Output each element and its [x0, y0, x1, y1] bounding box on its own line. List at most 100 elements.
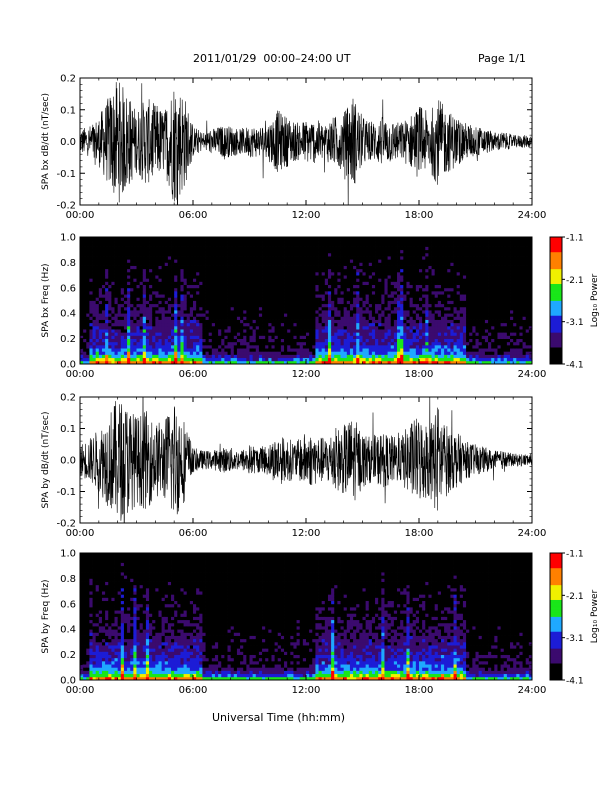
spectrogram-cell [233, 306, 238, 311]
spectrogram-cell [456, 319, 461, 324]
spectrogram-cell [161, 297, 166, 301]
spectrogram-cell [431, 313, 436, 317]
spectrogram-cell [252, 325, 257, 330]
spectrogram-cell [284, 268, 288, 273]
spectrogram-cell [359, 281, 363, 286]
spectrogram-cell [164, 316, 169, 320]
spectrogram-cell [101, 237, 106, 241]
spectrogram-cell [152, 256, 156, 260]
spectrogram-cell [243, 303, 247, 308]
spectrogram-cell [127, 332, 131, 336]
spectrogram-cell [381, 348, 385, 352]
spectrogram-cell [130, 290, 134, 295]
spectrogram-cell [255, 300, 260, 305]
spectrogram-cell [456, 237, 461, 241]
spectrogram-cell [280, 237, 285, 241]
spectrogram-cell [406, 348, 410, 352]
spectrogram-cell [422, 259, 426, 263]
spectrogram-cell [381, 303, 385, 308]
spectrogram-cell [130, 249, 134, 254]
spectrogram-cell [315, 310, 319, 314]
spectrogram-cell [193, 246, 197, 251]
spectrogram-cell [324, 240, 329, 244]
spectrogram-cell [271, 351, 276, 355]
spectrogram-cell [331, 259, 335, 263]
spectrogram-cell [230, 313, 235, 317]
spectrogram-cell [161, 348, 166, 352]
spectrogram-cell [120, 332, 125, 336]
spectrogram-cell [284, 360, 288, 365]
spectrogram-cell [440, 252, 445, 257]
spectrogram-cell [80, 351, 84, 355]
spectrogram-cell [161, 252, 166, 257]
spectrogram-cell [230, 297, 235, 301]
spectrogram-cell [359, 338, 363, 343]
spectrogram-cell [359, 246, 363, 251]
spectrogram-cell [371, 360, 376, 365]
spectrogram-cell [214, 357, 219, 362]
spectrogram-cell [142, 290, 147, 295]
spectrogram-cell [196, 332, 200, 336]
spectrogram-cell [318, 271, 323, 276]
spectrogram-cell [199, 268, 203, 273]
spectrogram-cell [208, 249, 213, 254]
spectrogram-cell [108, 319, 112, 324]
spectrogram-cell [381, 316, 385, 320]
spectrogram-cell [92, 275, 97, 279]
spectrogram-cell [186, 259, 191, 263]
spectrogram-cell [309, 303, 313, 308]
spectrogram-cell [381, 354, 385, 359]
spectrogram-cell [331, 310, 335, 314]
spectrogram-cell [127, 348, 131, 352]
spectrogram-cell [419, 265, 423, 270]
spectrogram-cell [224, 329, 228, 333]
spectrogram-cell [456, 338, 461, 343]
spectrogram-cell [277, 252, 282, 257]
spectrogram-cell [312, 360, 316, 365]
spectrogram-cell [274, 351, 279, 355]
spectrogram-cell [306, 303, 310, 308]
spectrogram-cell [353, 322, 357, 327]
spectrogram-cell [331, 341, 335, 346]
spectrogram-cell [265, 259, 269, 263]
spectrogram-cell [375, 246, 379, 251]
spectrogram-cell [431, 341, 436, 346]
spectrogram-cell [262, 259, 266, 263]
spectrogram-cell [277, 268, 282, 273]
spectrogram-cell [95, 246, 100, 251]
spectrogram-cell [108, 262, 112, 266]
spectrogram-cell [92, 325, 97, 330]
spectrogram-cell [155, 310, 159, 314]
spectrogram-cell [202, 249, 206, 254]
spectrogram-cell [306, 360, 310, 365]
spectrogram-cell [236, 310, 241, 314]
spectrogram-cell [171, 246, 175, 251]
spectrogram-cell [359, 249, 363, 254]
spectrogram-cell [258, 313, 263, 317]
spectrogram-cell [221, 316, 225, 320]
spectrogram-cell [450, 306, 454, 311]
spectrogram-cell [440, 243, 445, 247]
spectrogram-cell [412, 316, 417, 320]
spectrogram-cell [92, 281, 97, 286]
spectrogram-cell [80, 303, 84, 308]
spectrogram-cell [381, 325, 385, 330]
spectrogram-cell [284, 290, 288, 295]
spectrogram-cell [337, 303, 341, 308]
spectrogram-cell [211, 329, 216, 333]
spectrogram-cell [149, 300, 153, 305]
spectrogram-cell [249, 265, 254, 270]
spectrogram-cell [108, 290, 112, 295]
spectrogram-cell [92, 322, 97, 327]
spectrogram-cell [177, 287, 181, 292]
spectrogram-cell [80, 271, 84, 276]
spectrogram-cell [343, 297, 348, 301]
spectrogram-cell [236, 265, 241, 270]
spectrogram-cell [108, 344, 112, 349]
spectrogram-cell [271, 354, 276, 359]
spectrogram-cell [208, 268, 213, 273]
spectrogram-cell [419, 246, 423, 251]
spectrogram-cell [243, 310, 247, 314]
spectrogram-cell [296, 297, 301, 301]
spectrogram-cell [240, 338, 244, 343]
